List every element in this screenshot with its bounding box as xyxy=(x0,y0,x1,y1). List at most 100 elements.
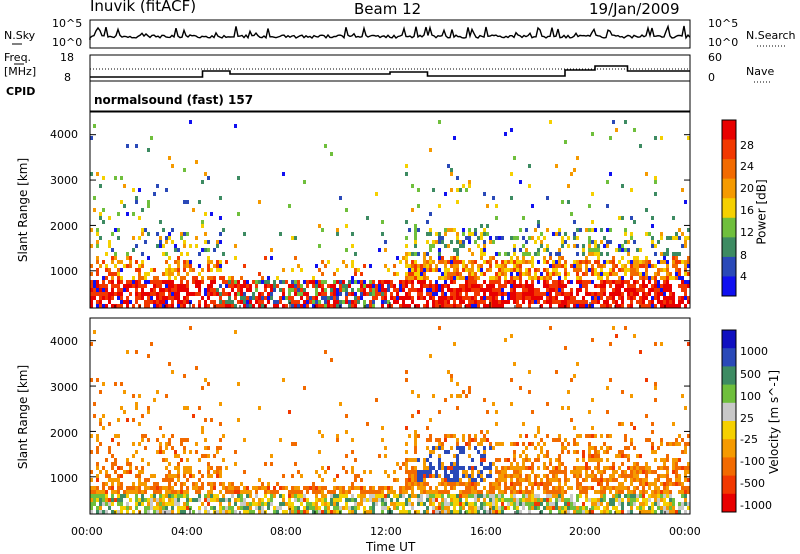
velocity-cell xyxy=(216,494,219,498)
velocity-cell xyxy=(531,482,534,486)
velocity-cell xyxy=(654,382,657,386)
velocity-cell xyxy=(159,510,162,514)
velocity-cell xyxy=(408,482,411,486)
power-cell xyxy=(246,284,249,288)
velocity-cell xyxy=(543,442,546,446)
power-cell xyxy=(666,264,669,268)
velocity-cell xyxy=(414,482,417,486)
power-ytick-2000: 2000 xyxy=(50,220,78,233)
power-cell xyxy=(570,300,573,304)
power-colorbar-segment xyxy=(722,198,736,219)
velocity-cell xyxy=(144,434,147,438)
velocity-cell xyxy=(141,434,144,438)
power-cell xyxy=(618,296,621,300)
power-cell xyxy=(210,260,213,264)
power-cell xyxy=(684,200,687,204)
velocity-cell xyxy=(576,470,579,474)
velocity-cell xyxy=(513,450,516,454)
velocity-cbar-tick-25: 25 xyxy=(740,412,754,425)
power-cell xyxy=(564,268,567,272)
velocity-cell xyxy=(453,510,456,514)
velocity-cell xyxy=(495,410,498,414)
power-cell xyxy=(312,284,315,288)
power-cell xyxy=(660,268,663,272)
power-cell xyxy=(195,236,198,240)
velocity-cell xyxy=(438,494,441,498)
power-cell xyxy=(330,288,333,292)
power-cell xyxy=(495,304,498,308)
velocity-cell xyxy=(345,490,348,494)
velocity-cell xyxy=(426,482,429,486)
power-cell xyxy=(594,252,597,256)
velocity-cell xyxy=(615,506,618,510)
velocity-cell xyxy=(531,470,534,474)
power-cell xyxy=(591,296,594,300)
velocity-cell xyxy=(618,450,621,454)
power-cell xyxy=(123,300,126,304)
velocity-cell xyxy=(519,490,522,494)
velocity-cell xyxy=(570,506,573,510)
power-cell xyxy=(105,284,108,288)
velocity-cell xyxy=(441,462,444,466)
velocity-cell xyxy=(603,442,606,446)
power-cell xyxy=(633,292,636,296)
velocity-cell xyxy=(594,458,597,462)
velocity-cell xyxy=(474,482,477,486)
velocity-cell xyxy=(225,466,228,470)
velocity-cell xyxy=(663,506,666,510)
power-cell xyxy=(510,284,513,288)
power-cell xyxy=(465,264,468,268)
power-cell xyxy=(387,284,390,288)
power-cell xyxy=(606,228,609,232)
velocity-cell xyxy=(531,498,534,502)
power-cell xyxy=(117,280,120,284)
power-cell xyxy=(195,276,198,280)
velocity-cell xyxy=(633,498,636,502)
velocity-cell xyxy=(666,466,669,470)
velocity-cell xyxy=(438,490,441,494)
power-cell xyxy=(597,252,600,256)
power-cell xyxy=(621,296,624,300)
power-colorbar-frame xyxy=(721,119,737,297)
velocity-cell xyxy=(141,438,144,442)
power-cell xyxy=(615,248,618,252)
power-cell xyxy=(456,248,459,252)
power-cell xyxy=(123,264,126,268)
power-cell xyxy=(657,280,660,284)
power-cell xyxy=(498,276,501,280)
power-cell xyxy=(126,300,129,304)
power-cell xyxy=(138,296,141,300)
velocity-cell xyxy=(651,422,654,426)
power-cell xyxy=(456,188,459,192)
velocity-cell xyxy=(459,394,462,398)
power-cell xyxy=(558,256,561,260)
velocity-cell xyxy=(387,494,390,498)
velocity-cell xyxy=(96,462,99,466)
velocity-cell xyxy=(513,490,516,494)
velocity-cell xyxy=(219,470,222,474)
power-cell xyxy=(357,280,360,284)
velocity-cell xyxy=(414,466,417,470)
power-cell xyxy=(177,264,180,268)
velocity-cell xyxy=(288,502,291,506)
power-cell xyxy=(207,176,210,180)
velocity-cell xyxy=(600,478,603,482)
power-cell xyxy=(336,292,339,296)
velocity-cell xyxy=(315,498,318,502)
velocity-cell xyxy=(603,478,606,482)
power-cell xyxy=(462,296,465,300)
velocity-cell xyxy=(450,486,453,490)
power-cell xyxy=(348,304,351,308)
power-cell xyxy=(120,280,123,284)
velocity-cell xyxy=(573,474,576,478)
velocity-cell xyxy=(606,510,609,514)
power-cell xyxy=(480,288,483,292)
velocity-cell xyxy=(453,462,456,466)
velocity-cell xyxy=(177,498,180,502)
power-cell xyxy=(516,272,519,276)
velocity-cell xyxy=(363,506,366,510)
velocity-cell xyxy=(660,474,663,478)
power-cell xyxy=(546,248,549,252)
velocity-cell xyxy=(429,354,432,358)
velocity-cell xyxy=(597,502,600,506)
